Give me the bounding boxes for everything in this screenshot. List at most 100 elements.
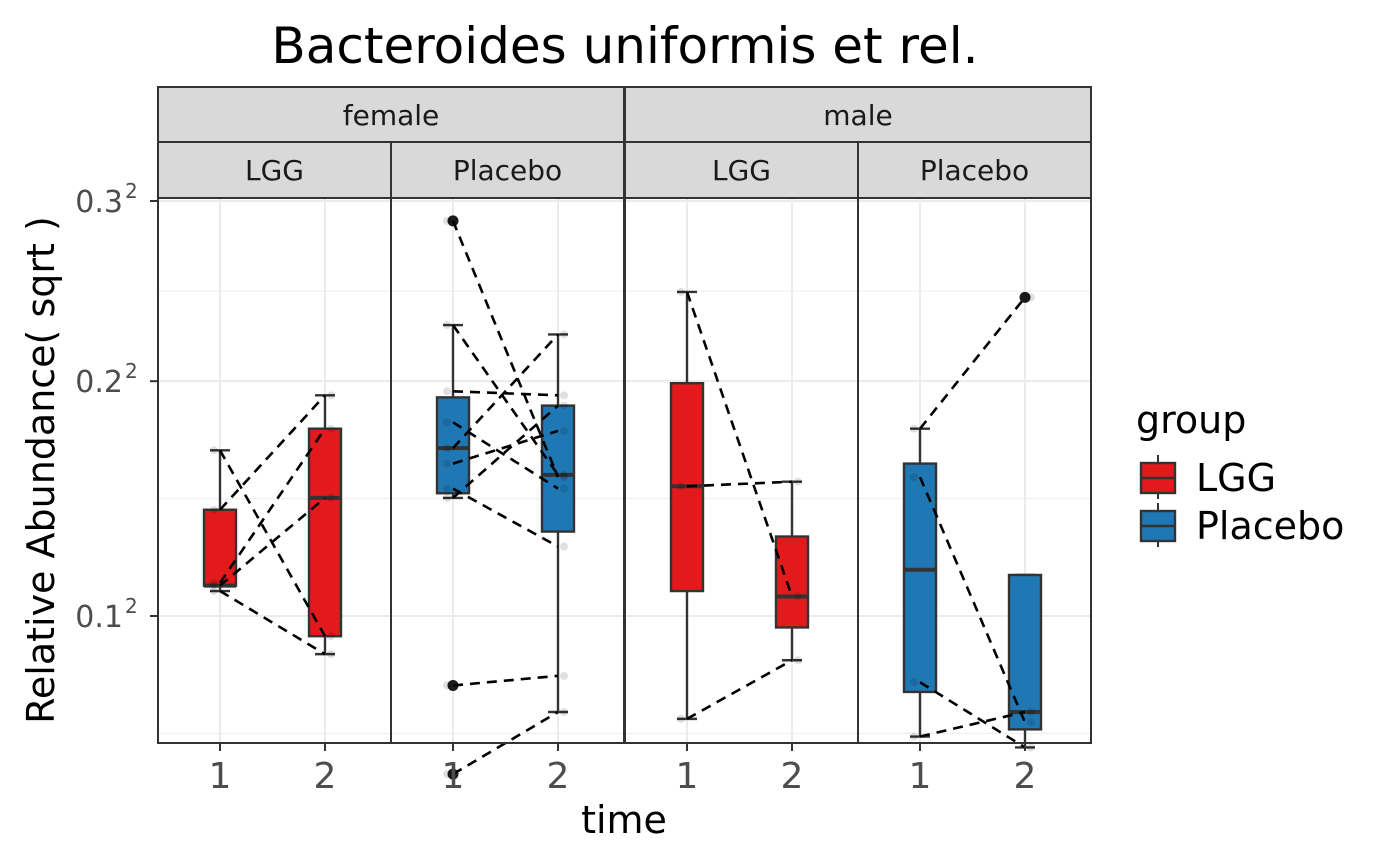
- paired-line: [452, 333, 559, 449]
- panel-male-lgg: LGG: [624, 141, 859, 744]
- sample-point: [560, 542, 568, 551]
- panel-background: [391, 198, 624, 743]
- sample-point: [443, 216, 451, 225]
- strip-group-background: [857, 141, 1092, 199]
- paired-line: [219, 496, 326, 587]
- paired-line: [218, 427, 327, 584]
- paired-line: [452, 421, 559, 490]
- strip-group-background: [157, 141, 392, 199]
- sample-point: [443, 387, 451, 396]
- sample-point: [910, 424, 918, 433]
- legend-item-placebo: Placebo: [1139, 503, 1344, 548]
- x-tick-label: 1: [676, 756, 699, 797]
- sample-point: [560, 391, 568, 400]
- x-tick-label: 1: [442, 756, 465, 797]
- sample-point: [677, 287, 685, 296]
- sample-point: [327, 493, 335, 502]
- sample-point: [327, 650, 335, 659]
- panel-female-placebo: Placebo: [390, 141, 625, 780]
- box-iqr: [307, 427, 343, 638]
- box-iqr: [435, 396, 471, 495]
- x-tick-label: 2: [547, 756, 570, 797]
- chart-title: Bacteroides uniformis et rel.: [271, 17, 978, 75]
- sample-point: [443, 444, 451, 453]
- y-tick-base: 0.3: [75, 185, 123, 220]
- strip-group-label: Placebo: [453, 154, 562, 187]
- sample-point: [560, 473, 568, 482]
- y-tick-label: 0.1 2: [75, 594, 137, 635]
- strip-group-background: [390, 141, 625, 199]
- strip-group-label: LGG: [245, 154, 304, 187]
- sample-point: [443, 493, 451, 502]
- y-tick-exponent: 2: [125, 359, 138, 383]
- sample-point: [210, 581, 218, 590]
- sample-point: [443, 484, 451, 493]
- y-axis: 0.1 20.2 20.3 2: [75, 179, 158, 635]
- sample-point: [443, 418, 451, 427]
- strip-group-label: LGG: [712, 154, 771, 187]
- sample-point: [910, 678, 918, 687]
- sample-point: [794, 477, 802, 486]
- box-iqr: [902, 462, 938, 694]
- paired-line: [452, 404, 559, 499]
- sample-point: [1027, 293, 1035, 302]
- x-tick-label: 1: [209, 756, 232, 797]
- sample-point: [1027, 707, 1035, 716]
- legend-label: LGG: [1196, 456, 1276, 500]
- sample-point: [443, 681, 451, 690]
- sample-point: [560, 330, 568, 339]
- x-tick-label: 2: [314, 756, 337, 797]
- facet-panels: LGG Placebo LGG Placebo female male: [157, 86, 1092, 780]
- sample-point: [210, 505, 218, 514]
- sample-point: [560, 484, 568, 493]
- strip-sex-label: female: [343, 99, 440, 132]
- legend-item-lgg: LGG: [1139, 455, 1276, 500]
- box-time-1: [902, 427, 938, 738]
- y-tick-label: 0.2 2: [75, 359, 137, 400]
- paired-line: [918, 476, 1027, 723]
- outlier-point: [1019, 291, 1031, 303]
- paired-line: [452, 674, 559, 687]
- panel-background: [625, 198, 858, 743]
- sample-point: [1027, 743, 1035, 752]
- box-iqr: [1007, 573, 1043, 731]
- sample-point: [210, 587, 218, 596]
- x-axis: 1 2 1 2 1 2 1 2: [209, 743, 1036, 797]
- strip-sex-label: male: [823, 99, 892, 132]
- panel-background: [158, 198, 391, 743]
- paired-line: [685, 291, 794, 597]
- sample-point: [910, 473, 918, 482]
- paired-line: [686, 659, 793, 721]
- sample-point: [560, 401, 568, 410]
- paired-line: [918, 296, 1027, 430]
- box-time-2: [540, 333, 576, 714]
- paired-line: [451, 324, 560, 476]
- y-tick-base: 0.1: [75, 600, 123, 635]
- box-time-2: [774, 480, 810, 662]
- sample-point: [210, 578, 218, 587]
- paired-line: [686, 480, 793, 488]
- paired-line: [219, 394, 326, 511]
- sample-point: [560, 426, 568, 435]
- y-tick-base: 0.2: [75, 365, 123, 400]
- box-time-2: [1007, 291, 1043, 749]
- sample-point: [560, 671, 568, 680]
- panel-male-placebo: Placebo: [857, 141, 1092, 752]
- panel-female-lgg: LGG: [157, 141, 392, 744]
- panel-background: [858, 198, 1091, 743]
- sample-point: [210, 446, 218, 455]
- box-iqr: [774, 535, 810, 629]
- y-tick-label: 0.3 2: [75, 179, 137, 220]
- paired-line: [451, 220, 560, 478]
- sample-point: [1027, 718, 1035, 727]
- paired-line: [218, 449, 327, 637]
- sample-point: [910, 732, 918, 741]
- sample-point: [327, 424, 335, 433]
- sample-point: [443, 459, 451, 468]
- y-axis-title: Relative Abundance( sqrt ): [19, 216, 63, 724]
- paired-line: [452, 389, 559, 397]
- strip-group-label: Placebo: [920, 154, 1029, 187]
- x-axis-title: time: [581, 798, 667, 842]
- sample-point: [677, 482, 685, 491]
